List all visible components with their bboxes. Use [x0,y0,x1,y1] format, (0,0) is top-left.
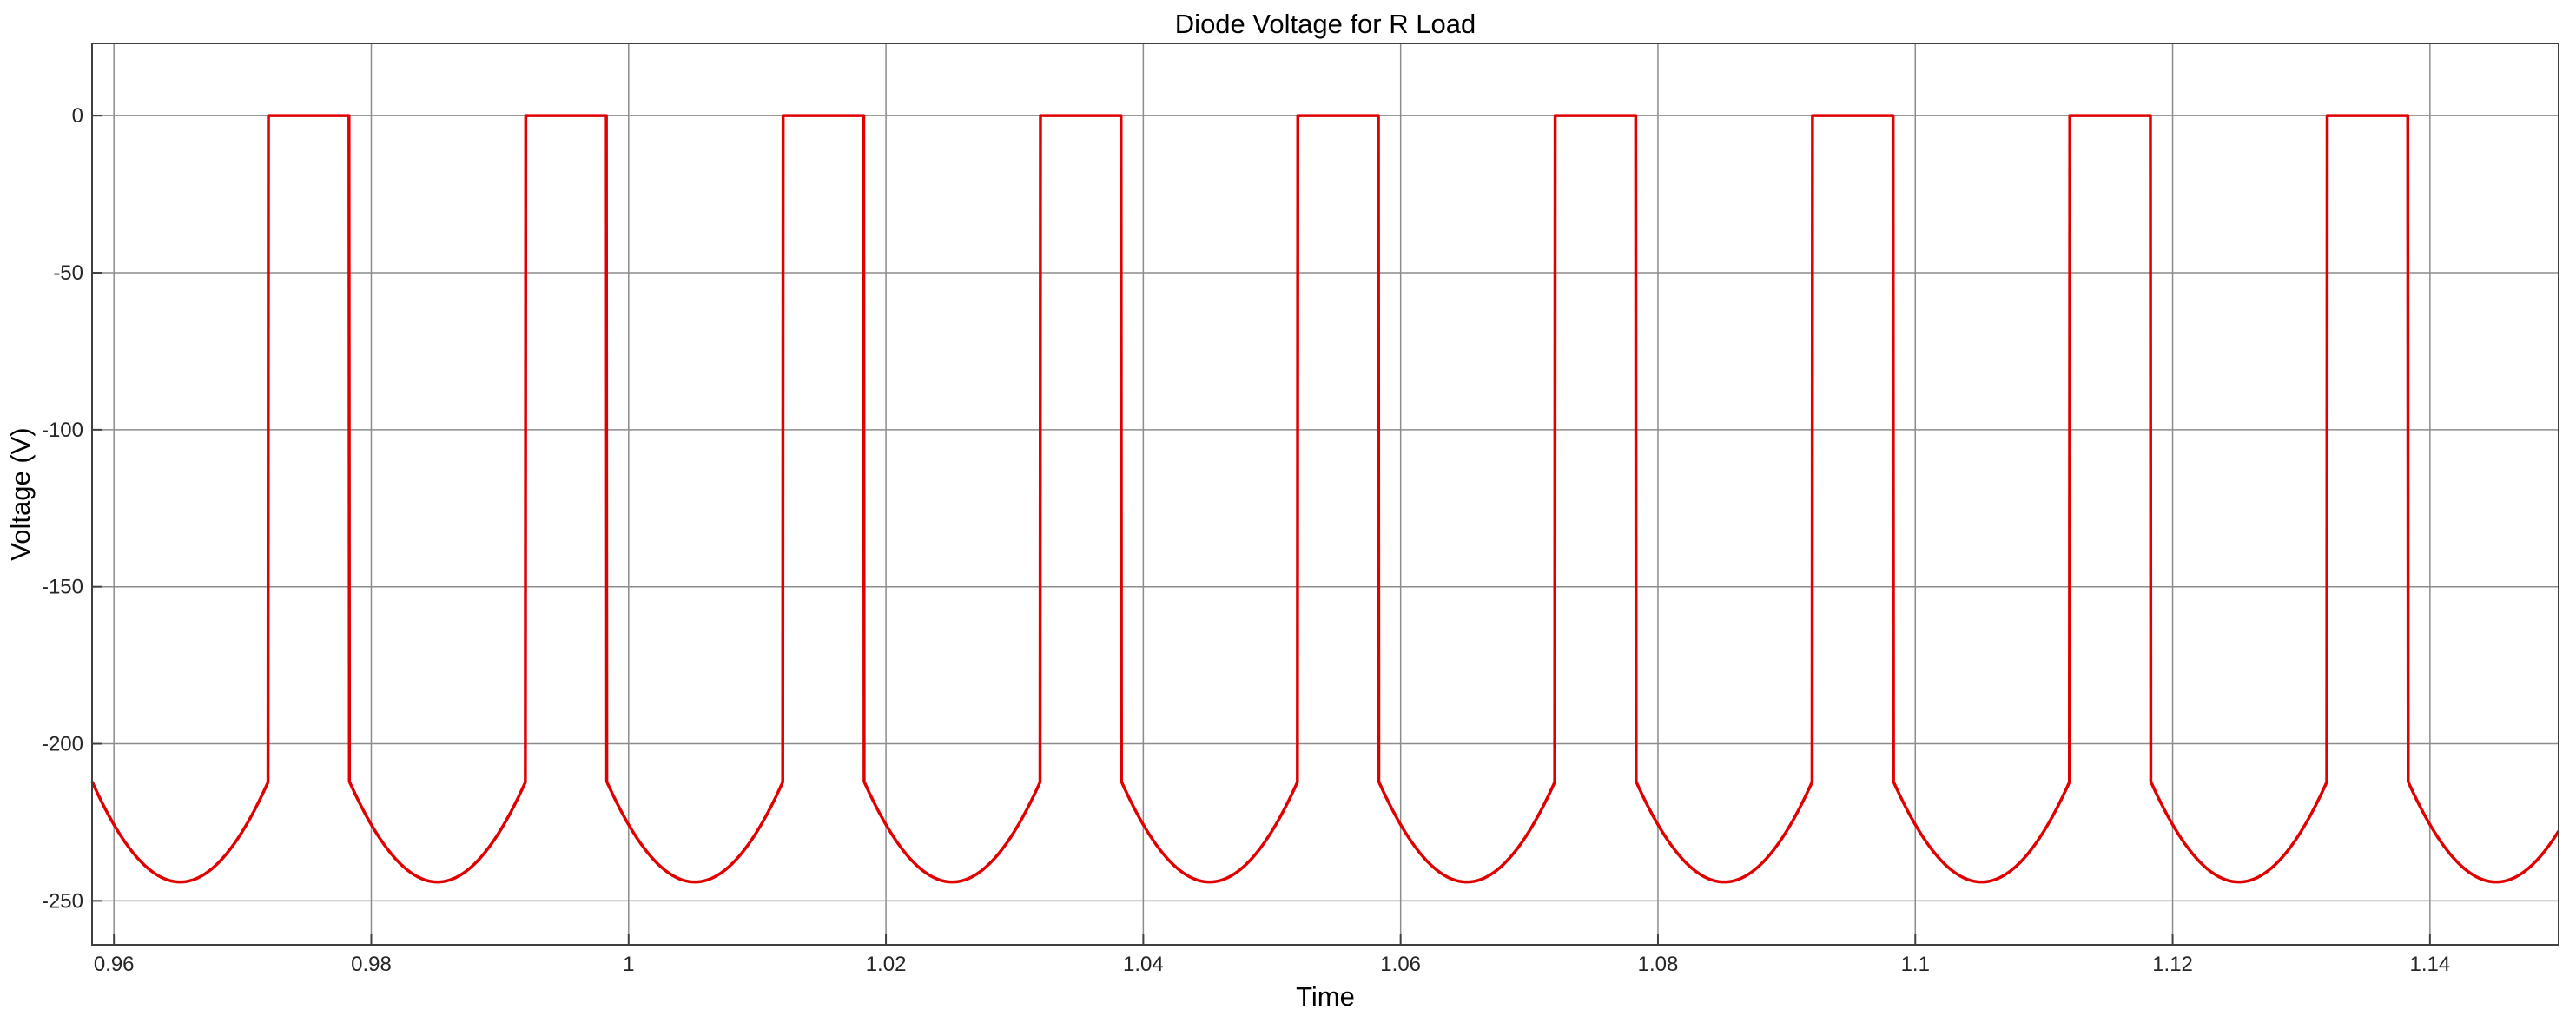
y-tick-label: -250 [42,889,83,913]
y-tick-label: -150 [42,576,83,599]
plot-frame [91,43,2559,946]
x-tick-label: 1 [623,953,634,976]
x-tick-label: 0.98 [351,953,392,976]
y-tick-labels: 0 -50 -100 -150 -200 -250 [42,104,83,913]
x-tick-label: 1.14 [2409,953,2450,976]
x-tick-label: 1.02 [866,953,907,976]
series-line-diode-voltage [90,114,2560,884]
x-tick-label: 1.1 [1901,953,1930,976]
y-axis-label: Voltage (V) [5,427,36,560]
y-tick-label: -100 [42,419,83,442]
x-axis-label: Time [1296,981,1355,1012]
y-tick-label: -200 [42,733,83,756]
chart-title: Diode Voltage for R Load [1175,9,1476,39]
x-tick-label: 0.96 [94,953,135,976]
plot-background [92,43,2559,945]
series-layer [90,114,2560,884]
x-tick-label: 1.04 [1123,953,1164,976]
y-tick-label: 0 [72,104,83,128]
x-tick-label: 1.06 [1380,953,1421,976]
x-tick-label: 1.12 [2152,953,2193,976]
x-tick-label: 1.08 [1638,953,1679,976]
x-tick-labels: 0.96 0.98 1 1.02 1.04 1.06 1.08 1.1 1.12 1.14 [94,953,2450,976]
y-grid-lines [92,115,2559,902]
x-grid-lines [113,43,2431,945]
y-tick-label: -50 [53,261,83,285]
